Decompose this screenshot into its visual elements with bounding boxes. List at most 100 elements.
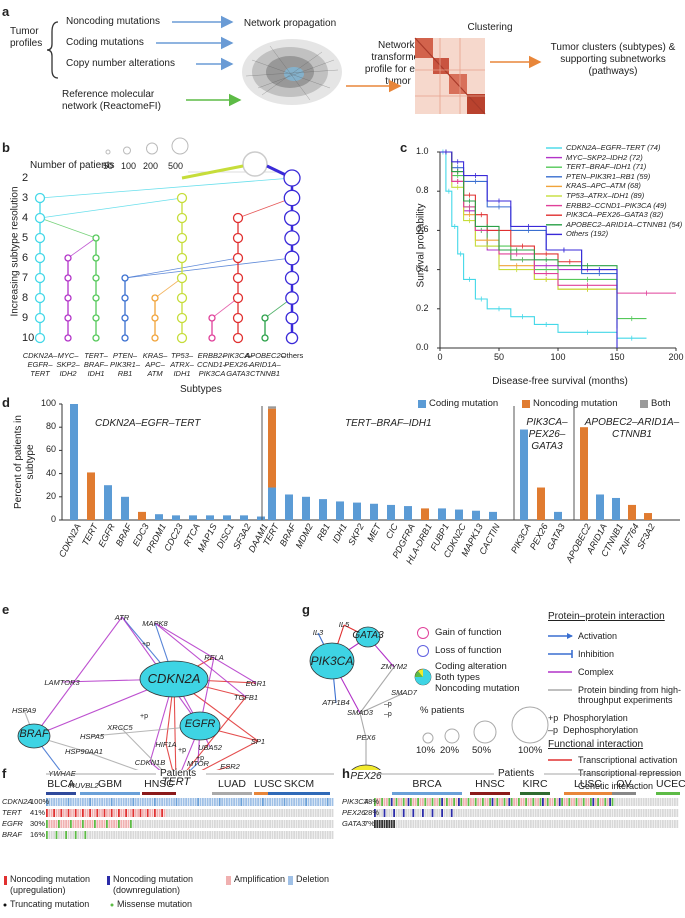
oncoprint-cell bbox=[470, 809, 472, 817]
oncoprint-cell bbox=[228, 809, 231, 817]
oncoprint-cell bbox=[101, 820, 103, 828]
oncoprint-cell bbox=[554, 809, 556, 817]
oncoprint-cell bbox=[520, 809, 523, 817]
oncoprint-cell bbox=[89, 831, 91, 839]
network-e-gene-label: HSP90AA1 bbox=[65, 747, 103, 756]
oncoprint-cell bbox=[230, 820, 233, 828]
legend-pct-title: % patients bbox=[420, 705, 465, 716]
oncoprint-cell bbox=[522, 798, 525, 806]
oncoprint-cell bbox=[130, 809, 132, 817]
cancer-type-bar bbox=[564, 792, 612, 795]
network-g-gene-label: ATP1B4 bbox=[322, 698, 350, 707]
oncoprint-cell bbox=[199, 798, 202, 806]
cancer-type-label: LUSC bbox=[254, 778, 283, 790]
subtype-node bbox=[232, 272, 244, 284]
oncoprint-cell bbox=[628, 809, 631, 817]
oncoprint-cell bbox=[214, 820, 216, 828]
input-noncoding: Noncoding mutations bbox=[66, 16, 160, 27]
oncoprint-cell bbox=[82, 820, 84, 828]
gene-row-pct: 100% bbox=[30, 797, 50, 806]
oncoprint-cell bbox=[638, 809, 640, 817]
oncoprint-cell bbox=[48, 798, 51, 806]
oncoprint-cell bbox=[489, 798, 491, 806]
oncoprint-cell bbox=[67, 798, 70, 806]
oncoprint-cell bbox=[534, 809, 537, 817]
oncoprint-cell bbox=[106, 831, 108, 839]
oncoprint-cell bbox=[137, 831, 139, 839]
oncoprint-cell bbox=[640, 820, 643, 828]
oncoprint-cell bbox=[211, 831, 214, 839]
oncoprint-cell bbox=[281, 831, 283, 839]
oncoprint-cell bbox=[106, 798, 108, 806]
oncoprint-cell bbox=[458, 820, 460, 828]
subtype-node bbox=[285, 291, 299, 305]
network-e-edge bbox=[186, 696, 247, 770]
oncoprint-cell bbox=[570, 820, 573, 828]
oncoprint-cell bbox=[460, 798, 463, 806]
subtype-node bbox=[121, 334, 129, 342]
oncoprint-cell bbox=[477, 820, 479, 828]
oncoprint-cell bbox=[310, 831, 312, 839]
oncoprint-cell bbox=[568, 820, 571, 828]
oncoprint-cell bbox=[50, 831, 53, 839]
oncoprint-cell bbox=[70, 809, 72, 817]
oncoprint-cell bbox=[127, 809, 130, 817]
oncoprint-cell bbox=[611, 820, 614, 828]
oncoprint-cell bbox=[302, 820, 305, 828]
network-e-edge bbox=[216, 765, 231, 770]
oncoprint-cell bbox=[108, 831, 111, 839]
oncoprint-cell bbox=[58, 798, 60, 806]
oncoprint-cell bbox=[264, 831, 267, 839]
network-e-edge bbox=[154, 622, 257, 684]
level-label: 4 bbox=[22, 212, 29, 224]
oncoprint-cell bbox=[414, 798, 417, 806]
oncoprint-cell bbox=[60, 820, 63, 828]
oncoprint-cell bbox=[242, 831, 245, 839]
km-legend-label: TERT–BRAF–IDH1 (71) bbox=[566, 162, 647, 172]
oncoprint-cell bbox=[578, 809, 580, 817]
network-g-edge bbox=[359, 666, 395, 714]
oncoprint-cell bbox=[618, 820, 621, 828]
network-e-edge bbox=[201, 740, 259, 770]
oncoprint-cell bbox=[513, 798, 515, 806]
oncoprint-cell bbox=[194, 809, 197, 817]
oncoprint-cell bbox=[664, 798, 667, 806]
oncoprint-cell bbox=[602, 798, 604, 806]
oncoprint-cell bbox=[137, 820, 139, 828]
bar-coding bbox=[520, 429, 528, 520]
oncoprint-cell bbox=[400, 820, 403, 828]
oncoprint-cell bbox=[149, 798, 151, 806]
oncoprint-cell bbox=[77, 809, 79, 817]
oncoprint-cell bbox=[659, 820, 662, 828]
oncoprint-cell bbox=[238, 820, 240, 828]
oncoprint-cell bbox=[319, 798, 322, 806]
subtype-node bbox=[176, 292, 188, 304]
oncoprint-cell bbox=[168, 809, 171, 817]
oncoprint-cell bbox=[558, 809, 561, 817]
legend-gain-icon bbox=[417, 627, 429, 639]
oncoprint-cell bbox=[233, 809, 235, 817]
network-e-gene-label: XRCC5 bbox=[107, 723, 133, 732]
cancer-type-bar bbox=[392, 792, 462, 795]
oncoprint-cell bbox=[300, 798, 303, 806]
oncoprint-cell bbox=[554, 798, 556, 806]
oncoprint-cell bbox=[53, 831, 55, 839]
oncoprint-cell bbox=[549, 798, 551, 806]
oncoprint-cell bbox=[151, 831, 154, 839]
oncoprint-cell bbox=[94, 809, 96, 817]
oncoprint-cell bbox=[89, 809, 91, 817]
level-label: 5 bbox=[22, 232, 29, 244]
oncoprint-cell bbox=[623, 809, 626, 817]
oncoprint-cell bbox=[55, 831, 58, 839]
km-ytick-label: 0.8 bbox=[416, 185, 429, 196]
bar-coding bbox=[257, 516, 265, 520]
oncoprint-cell bbox=[199, 820, 202, 828]
oncoprint-cell bbox=[575, 809, 578, 817]
oncoprint-cell bbox=[510, 798, 513, 806]
oncoprint-cell bbox=[264, 820, 267, 828]
network-g-gene-label: SMAD3 bbox=[347, 708, 373, 717]
oncoprint-cell bbox=[424, 798, 427, 806]
oncoprint-cell bbox=[381, 798, 383, 806]
oncoprint-cell bbox=[575, 798, 578, 806]
oncoprint-cell bbox=[455, 798, 458, 806]
